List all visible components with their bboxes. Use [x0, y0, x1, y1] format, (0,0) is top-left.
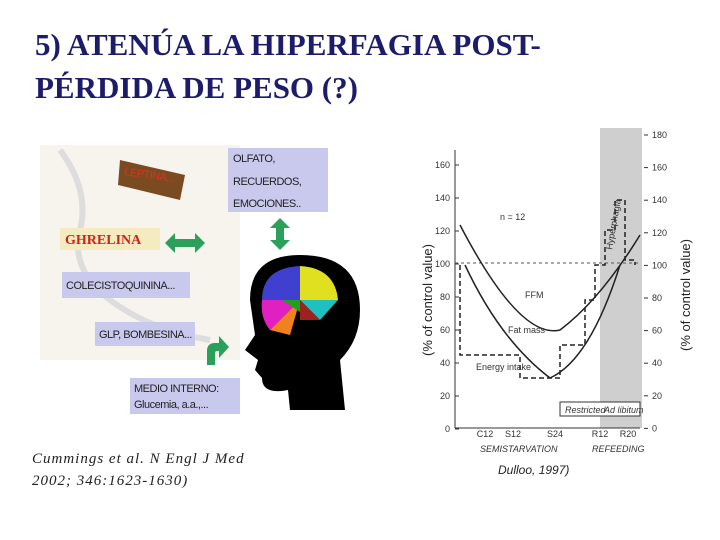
annotation: FFM [525, 290, 544, 300]
title-line: 5) ATENÚA LA HIPERFAGIA POST- [35, 27, 541, 62]
y-tick-label: 0 [445, 424, 450, 434]
senses-label: OLFATO, [233, 153, 275, 165]
y-axis-label: (% of control value) [678, 239, 693, 351]
refeeding-shade [600, 128, 642, 428]
left-figure: LEPTINA... OLFATO, RECUERDOS, EMOCIONES.… [32, 145, 360, 489]
y-tick-label: 40 [440, 358, 450, 368]
y-tick-label: 180 [652, 130, 667, 140]
legend-label: Restricted [565, 405, 607, 415]
y-tick-label: 0 [652, 423, 657, 433]
glp-label: GLP, BOMBESINA... [99, 329, 192, 341]
medio-box [130, 378, 240, 414]
curved-arrow [207, 336, 229, 365]
brain-region [282, 300, 300, 312]
phase-label: SEMISTARVATION [480, 444, 558, 454]
citation: Dulloo, 1997) [498, 463, 569, 477]
medio-label: Glucemia, a.a.,... [134, 399, 209, 411]
senses-label: EMOCIONES.. [233, 198, 301, 210]
fat-mass-curve [459, 224, 641, 332]
senses-box [228, 148, 328, 212]
y-tick-label: 60 [652, 326, 662, 336]
cck-label: COLECISTOQUININA... [66, 280, 175, 292]
brain-region [270, 300, 300, 335]
y-tick-label: 120 [652, 228, 667, 238]
y-tick-label: 80 [652, 293, 662, 303]
legend-box [559, 401, 641, 417]
y-tick-label: 160 [652, 163, 667, 173]
annotation: n = 12 [500, 212, 525, 222]
brain-region [300, 300, 320, 320]
y-tick-label: 80 [440, 292, 450, 302]
energy-intake-curve [459, 199, 636, 379]
y-axis-label: (% of control value) [420, 244, 435, 356]
brain-region [261, 300, 300, 330]
y-tick-label: 40 [652, 358, 662, 368]
annotation: Fat mass [508, 325, 546, 335]
x-tick-label: S12 [505, 429, 521, 439]
medio-label: MEDIO INTERNO: [134, 383, 219, 395]
right-figure: Restricted Ad libitum n = 12 Hyperphagia… [420, 128, 693, 477]
citation: 2002; 346:1623-1630) [32, 473, 188, 489]
ghrelina-box [60, 228, 160, 250]
brain-region [262, 266, 300, 300]
leptina-patch [118, 160, 185, 200]
y-tick-label: 20 [652, 391, 662, 401]
x-tick-label: R12 [592, 429, 609, 439]
brain-region [300, 300, 338, 320]
double-arrow [270, 218, 290, 250]
x-tick-label: R20 [620, 429, 637, 439]
cck-box [62, 272, 190, 298]
y-tick-label: 100 [652, 260, 667, 270]
y-tick-label: 120 [435, 226, 450, 236]
double-arrow [165, 233, 205, 253]
senses-label: RECUERDOS, [233, 176, 302, 188]
y-tick-label: 140 [652, 195, 667, 205]
title-line: PÉRDIDA DE PESO (?) [35, 70, 358, 105]
y-tick-label: 60 [440, 325, 450, 335]
glp-box [95, 322, 195, 346]
x-tick-label: S24 [547, 429, 563, 439]
legend-label: Ad libitum [603, 405, 644, 415]
x-tick-label: C12 [477, 429, 494, 439]
y-tick-label: 20 [440, 391, 450, 401]
brain-region [300, 266, 338, 300]
y-tick-label: 140 [435, 193, 450, 203]
y-tick-label: 100 [435, 259, 450, 269]
y-tick-label: 160 [435, 160, 450, 170]
phase-label: REFEEDING [592, 444, 645, 454]
annotation: Energy intake [476, 362, 531, 372]
ghrelina-label: GHRELINA [65, 233, 142, 248]
citation: Cummings et al. N Engl J Med [32, 451, 245, 467]
